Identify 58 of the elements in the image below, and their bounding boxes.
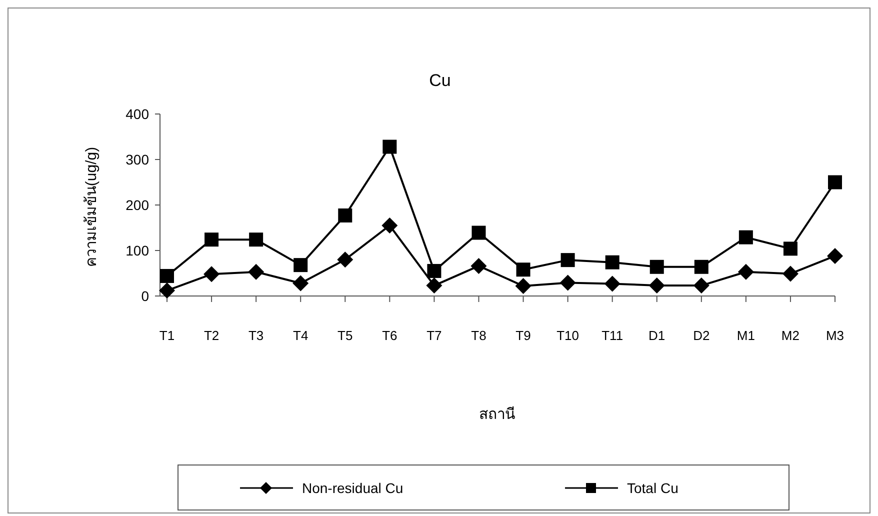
point xyxy=(292,275,309,292)
y-tick-label: 100 xyxy=(126,242,150,258)
point xyxy=(248,264,264,280)
y-tick-label: 300 xyxy=(126,152,150,168)
point xyxy=(382,217,398,234)
x-tick-label: T6 xyxy=(382,328,398,343)
point xyxy=(515,278,532,294)
point xyxy=(470,258,487,274)
x-tick-label: T10 xyxy=(556,328,580,343)
point xyxy=(560,274,576,291)
point xyxy=(694,260,708,274)
point xyxy=(382,140,397,154)
point xyxy=(648,278,665,294)
x-tick-label: M2 xyxy=(781,328,800,343)
x-tick-label: T2 xyxy=(204,328,220,343)
point xyxy=(160,268,174,283)
x-tick-label: T7 xyxy=(426,328,442,343)
x-tick-label: T5 xyxy=(338,328,353,343)
point xyxy=(427,264,442,278)
y-tick-label: 0 xyxy=(141,288,150,304)
x-tick-label: T8 xyxy=(471,328,486,343)
point xyxy=(337,252,354,268)
point xyxy=(159,282,175,299)
point xyxy=(650,260,664,274)
point xyxy=(783,242,798,256)
x-tick-label: T3 xyxy=(248,328,264,343)
point xyxy=(782,266,798,282)
x-tick-label: M1 xyxy=(736,328,755,343)
point xyxy=(560,253,575,268)
point xyxy=(472,226,486,240)
point xyxy=(249,232,264,247)
point xyxy=(827,248,843,264)
y-tick-label: 400 xyxy=(126,106,150,122)
point xyxy=(828,175,842,190)
y-tick-label: 200 xyxy=(126,197,150,213)
chart-title: Cu xyxy=(429,71,451,90)
point xyxy=(204,232,219,247)
point xyxy=(204,266,220,282)
point xyxy=(294,258,308,272)
point xyxy=(738,230,753,244)
point xyxy=(693,278,710,294)
legend-label: Total Cu xyxy=(627,480,678,496)
x-tick-label: D1 xyxy=(648,328,666,343)
x-tick-label: T11 xyxy=(602,328,624,343)
x-tick-label: T9 xyxy=(516,328,531,343)
point xyxy=(605,255,620,270)
point xyxy=(338,208,352,222)
point xyxy=(738,264,754,280)
y-axis-title: ความเข้มข้น(ug/g) xyxy=(83,146,100,268)
point xyxy=(604,276,620,292)
x-tick-label: T4 xyxy=(293,328,308,343)
legend-label: Non-residual Cu xyxy=(302,480,404,496)
x-tick-label: T1 xyxy=(159,328,175,343)
x-axis-title: สถานี xyxy=(479,406,515,423)
point xyxy=(516,262,530,277)
x-tick-label: D2 xyxy=(693,328,710,343)
point xyxy=(426,278,442,294)
x-tick-label: M3 xyxy=(826,328,844,343)
